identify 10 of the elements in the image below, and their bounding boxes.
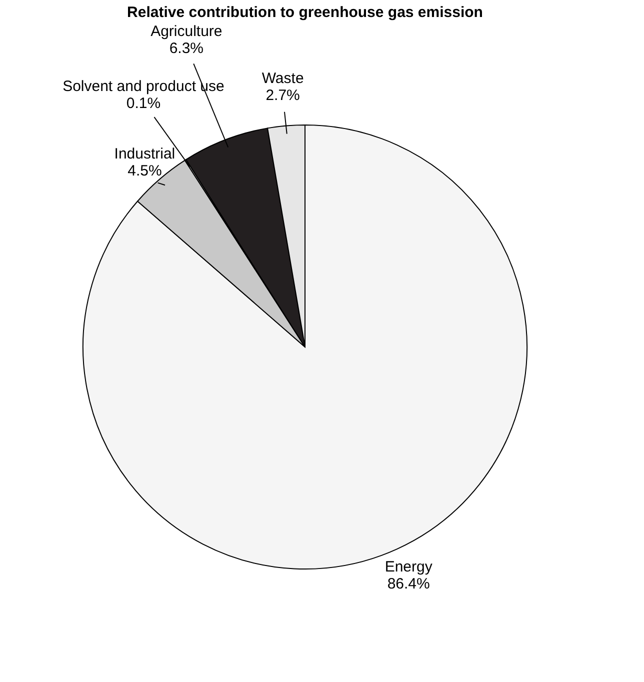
slice-label: Agriculture bbox=[150, 23, 222, 40]
slice-label: Waste bbox=[262, 70, 304, 87]
chart-title: Relative contribution to greenhouse gas emission bbox=[127, 4, 483, 22]
slice-label: Industrial bbox=[114, 146, 176, 163]
data-label: 6.3% bbox=[169, 40, 204, 58]
data-label: 0.1% bbox=[126, 95, 161, 112]
data-label: 2.7% bbox=[266, 86, 300, 104]
slice-label: Energy bbox=[384, 558, 433, 576]
data-label: 4.5% bbox=[128, 162, 162, 180]
data-label: 86.4% bbox=[387, 576, 430, 593]
